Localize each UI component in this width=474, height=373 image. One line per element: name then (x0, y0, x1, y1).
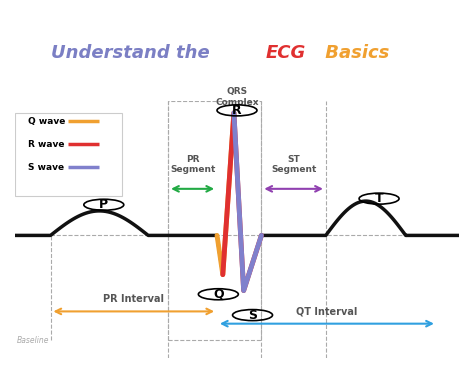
Text: ECG: ECG (266, 44, 306, 62)
Text: Q: Q (213, 288, 224, 301)
Text: PR
Segment: PR Segment (170, 155, 215, 174)
Text: PR Interval: PR Interval (103, 294, 164, 304)
Text: Understand the: Understand the (51, 44, 216, 62)
Text: T: T (375, 192, 383, 205)
Text: QRS
Complex: QRS Complex (215, 87, 259, 107)
Text: Baseline: Baseline (17, 336, 50, 345)
Text: S: S (248, 308, 257, 322)
Text: ST
Segment: ST Segment (271, 155, 316, 174)
FancyBboxPatch shape (15, 113, 121, 196)
Text: P: P (99, 198, 109, 211)
Text: Basics: Basics (319, 44, 390, 62)
Text: Q wave: Q wave (28, 117, 66, 126)
Text: R: R (232, 104, 242, 117)
Bar (168, 101, 262, 339)
Text: QT Interval: QT Interval (296, 306, 357, 316)
Text: R wave: R wave (28, 140, 65, 149)
Text: S wave: S wave (28, 163, 64, 172)
